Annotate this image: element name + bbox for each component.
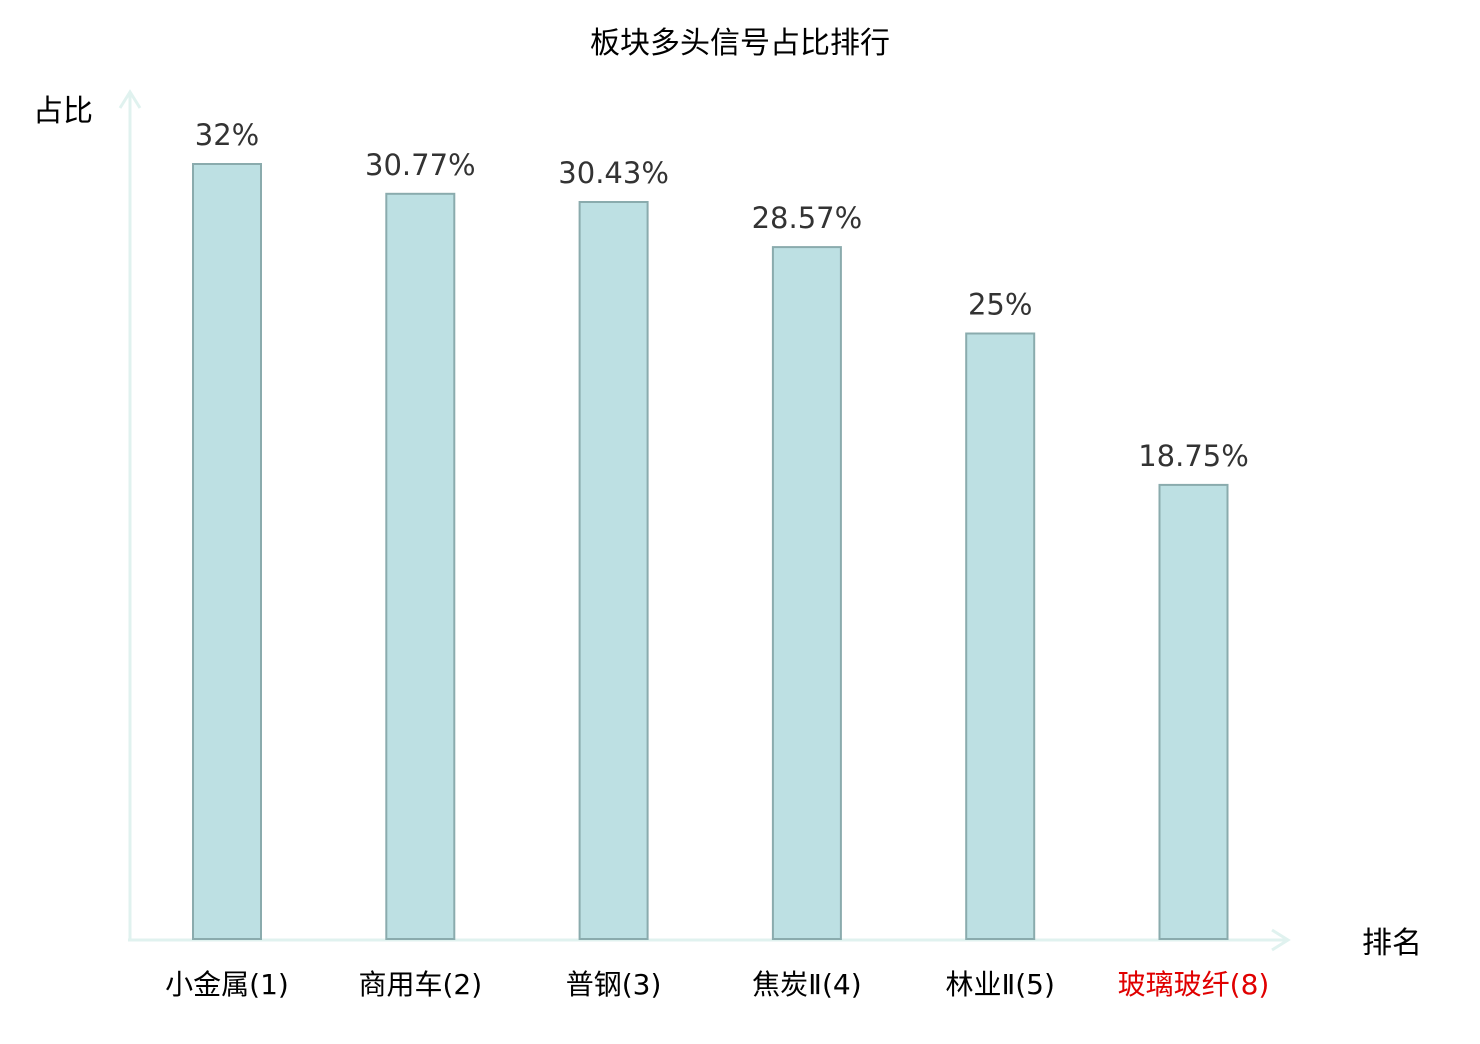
category-label: 普钢(3) [566, 968, 662, 1001]
bar [578, 201, 649, 940]
bar [771, 246, 842, 941]
bar-value-label: 30.77% [365, 148, 476, 182]
value-labels-group: 32% 30.77% 30.43% 28.57% 25% 18.75% [195, 118, 1249, 473]
x-axis: 排名 [128, 926, 1422, 961]
category-labels-group: 小金属(1) 商用车(2) 普钢(3) 焦炭Ⅱ(4) 林业Ⅱ(5) 玻璃玻纤(8) [165, 968, 1269, 1001]
category-label: 焦炭Ⅱ(4) [752, 968, 861, 1001]
category-label: 商用车(2) [358, 968, 482, 1001]
x-axis-arrow-icon [1271, 928, 1291, 952]
category-label: 林业Ⅱ(5) [945, 968, 1054, 1001]
y-axis: 占比 [33, 89, 142, 940]
bar [965, 332, 1036, 940]
bar-value-label: 30.43% [558, 156, 669, 190]
y-axis-arrow-icon [118, 89, 142, 109]
y-axis-label: 占比 [33, 94, 93, 129]
chart-title: 板块多头信号占比排行 [590, 26, 890, 61]
category-label: 玻璃玻纤(8) [1118, 968, 1270, 1001]
bar-value-label: 18.75% [1138, 439, 1249, 473]
bar-value-label: 32% [195, 118, 259, 152]
bars-group [192, 163, 1229, 941]
bar [192, 163, 262, 940]
bar [385, 192, 456, 941]
bar [1158, 483, 1229, 940]
category-label: 小金属(1) [165, 968, 289, 1001]
x-axis-label: 排名 [1362, 926, 1422, 961]
bar-value-label: 28.57% [752, 201, 863, 235]
bar-value-label: 25% [968, 288, 1032, 322]
